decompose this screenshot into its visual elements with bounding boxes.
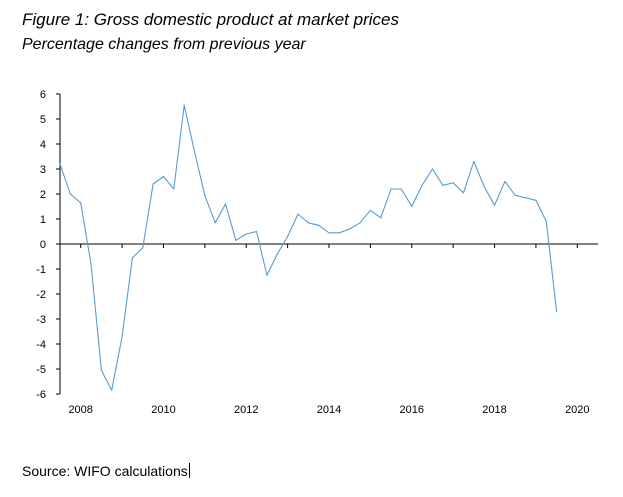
data-point [462,192,465,194]
data-point [111,389,113,391]
data-point [204,194,206,196]
data-point [442,184,444,186]
plot-area: 6 5 4 3 2 1 0 -1 -2 -3 -4 -5 -6 2008 2010 2012 2014 2016 2… [36,89,598,416]
series-line [59,104,558,391]
data-point [504,180,506,183]
data-point [535,199,537,201]
y-tick-label: -4 [36,339,46,351]
x-tick-label: 2016 [400,404,424,416]
data-point [297,213,299,215]
data-point [59,163,61,165]
data-point [400,188,403,190]
figure-title: Figure 1: Gross domestic product at mark… [22,10,399,29]
y-tick-label: 1 [40,214,46,226]
data-point [245,233,247,235]
y-tick-label: -3 [36,314,46,326]
data-point [255,230,258,233]
data-point [100,369,102,371]
data-point [162,175,165,178]
data-point [369,209,371,211]
y-tick-label: 2 [40,189,46,201]
data-point [276,253,278,255]
y-tick-label: -2 [36,289,46,301]
data-point [380,217,382,219]
line-chart: 6 5 4 3 2 1 0 -1 -2 -3 -4 -5 -6 2008 2010 2012 2014 2016 2… [36,89,598,416]
x-tick-label: 2020 [565,404,589,416]
data-point [287,235,289,238]
data-point [152,183,154,185]
data-point [90,263,92,265]
x-tick-label: 2014 [317,404,341,416]
data-point [359,222,361,224]
y-tick-label: 5 [40,114,46,126]
data-point [142,247,144,249]
data-point [514,194,516,196]
x-tick-label: 2018 [482,404,506,416]
data-point [390,188,392,190]
data-point [183,104,185,106]
figure-subtitle: Percentage changes from previous year [22,36,306,53]
data-point [69,193,71,195]
data-point [452,182,454,184]
data-point [307,222,309,224]
source-text: Source: WIFO calculations [22,463,188,479]
x-tick-label: 2010 [151,404,175,416]
data-point [431,168,434,170]
y-tick-label: -5 [36,364,46,376]
data-point [193,150,196,153]
x-tick-label: 2012 [234,404,258,416]
y-tick-label: 0 [40,239,46,251]
y-tick-label: -6 [36,389,46,401]
data-point [80,202,82,204]
y-tick-label: 6 [40,89,46,101]
data-point [524,197,527,199]
x-tick-label: 2008 [68,404,92,416]
data-point [235,239,237,241]
data-point [483,185,485,188]
data-point [173,188,175,190]
data-point [349,228,351,230]
data-point [121,335,123,338]
data-point [131,257,134,259]
data-point [328,232,330,234]
data-point [338,232,340,234]
y-tick-label: -1 [36,264,46,276]
source-note: Source: WIFO calculations [22,463,190,479]
data-point [421,184,423,186]
data-point [411,205,413,208]
data-point [545,220,547,223]
y-tick-label: 3 [40,164,46,176]
data-point [493,204,496,206]
y-tick-label: 4 [40,139,46,151]
data-point [224,203,227,205]
data-point [214,222,216,224]
text-cursor [188,463,190,478]
data-point [556,310,558,313]
data-point [266,274,268,276]
data-point [318,224,320,226]
data-point [473,160,475,163]
